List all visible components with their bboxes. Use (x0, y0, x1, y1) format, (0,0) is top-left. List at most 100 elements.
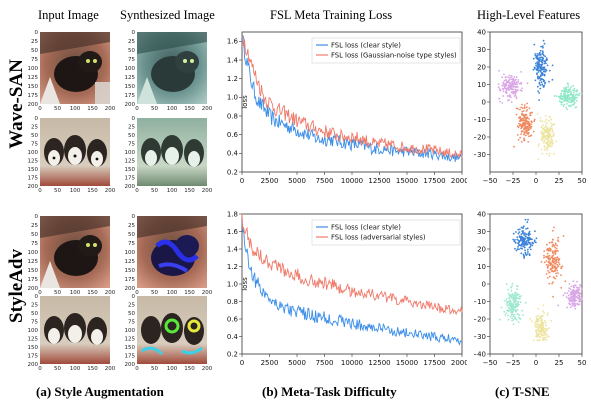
tsne-point (506, 81, 508, 83)
tsne-point (568, 300, 571, 302)
tsne-point (543, 60, 546, 63)
header-synthesized-image: Synthesized Image (120, 8, 215, 22)
image-x-tick: 50 (54, 188, 61, 194)
tsne-point (581, 288, 583, 291)
y-tick-label: 0.8 (227, 112, 238, 120)
image-y-tick: 25 (31, 223, 38, 229)
tsne-point (522, 245, 525, 248)
tsne-point (528, 107, 531, 110)
tsne-point (527, 120, 530, 123)
tsne-point (549, 142, 551, 144)
tsne-point (514, 247, 516, 250)
tsne-point (552, 238, 554, 241)
image-y-tick: 150 (28, 345, 38, 351)
tsne-point (518, 240, 521, 243)
y-tick-label: 1.0 (227, 94, 238, 102)
tsne-point (524, 218, 527, 221)
tsne-point (528, 238, 530, 241)
tsne-point (539, 117, 542, 120)
image-y-tick: 25 (128, 39, 135, 45)
image-y-tick: 175 (28, 354, 38, 360)
tsne-point (510, 297, 513, 299)
tsne-point (519, 116, 521, 118)
tsne-point (541, 319, 543, 321)
tsne-point (546, 146, 548, 149)
tsne-point (541, 74, 544, 76)
tsne-point (537, 57, 540, 60)
tsne-point (509, 315, 512, 318)
tsne-point (540, 45, 542, 48)
tsne-point (505, 84, 508, 86)
tsne-point (513, 301, 515, 304)
tsne-point (575, 106, 577, 109)
tsne-point (551, 282, 553, 285)
tsne-point (518, 122, 520, 125)
image-y-tick: 75 (31, 57, 38, 63)
tsne-point (511, 313, 514, 315)
tsne-point (516, 288, 518, 291)
tsne-point (512, 232, 515, 235)
tsne-point (536, 61, 539, 63)
y-tick-label: 1.4 (227, 56, 239, 64)
tsne-point (534, 53, 537, 55)
tsne-point (580, 297, 583, 299)
tsne-point (530, 120, 533, 123)
tsne-point (541, 61, 544, 64)
tsne-point (513, 306, 516, 309)
tsne-point (508, 296, 511, 299)
tsne-point (541, 133, 544, 136)
caption-t-sne: (c) T-SNE (495, 384, 550, 399)
tsne-point (576, 96, 578, 99)
tsne-point (512, 308, 515, 311)
tsne-point (537, 76, 539, 79)
image-y-tick: 100 (125, 328, 136, 334)
image-y-tick: 125 (125, 75, 136, 81)
y-tick-label: 0 (482, 280, 486, 288)
y-axis-label: loss (241, 277, 249, 291)
tsne-point (546, 64, 549, 67)
tsne-point (560, 92, 562, 95)
tsne-point (552, 258, 555, 260)
tsne-point (563, 103, 566, 106)
tsne-point (524, 118, 527, 121)
image-x-tick: 100 (70, 188, 81, 194)
x-tick-label: 2500 (261, 359, 279, 367)
tsne-point (555, 140, 558, 143)
tsne-point (543, 62, 546, 65)
tsne-point (533, 66, 536, 69)
tsne-point (566, 108, 568, 111)
tsne-point (572, 298, 574, 301)
tsne-point (564, 292, 566, 295)
tsne-point (568, 290, 570, 292)
tsne-point (547, 265, 549, 268)
tsne-point (519, 301, 522, 304)
y-tick-label: 40 (477, 210, 486, 218)
tsne-point (530, 125, 533, 128)
tsne-point (554, 277, 556, 280)
tsne-point (537, 71, 540, 73)
tsne-point (570, 285, 573, 288)
tsne-point (573, 297, 575, 299)
tsne-point (518, 295, 521, 298)
tsne-point (548, 275, 551, 278)
legend-entry: FSL loss (adversarial styles) (331, 233, 426, 241)
tsne-point (506, 305, 509, 308)
x-tick-label: 7500 (316, 359, 334, 367)
image-y-tick: 75 (31, 142, 38, 148)
tsne-point (546, 276, 549, 279)
tsne-point (548, 282, 551, 285)
tsne-point (551, 64, 554, 67)
tsne-point (570, 296, 572, 299)
tsne-point (545, 62, 547, 65)
image-y-tick: 150 (28, 268, 38, 274)
tsne-point (562, 235, 565, 237)
tsne-point (538, 54, 541, 56)
tsne-point (567, 83, 569, 86)
tsne-point (556, 244, 558, 247)
tsne-point (515, 249, 518, 252)
tsne-point (535, 319, 538, 322)
tsne-point (533, 322, 536, 324)
tsne-point (566, 292, 569, 294)
tsne-point (571, 292, 574, 294)
tsne-point (555, 95, 558, 97)
